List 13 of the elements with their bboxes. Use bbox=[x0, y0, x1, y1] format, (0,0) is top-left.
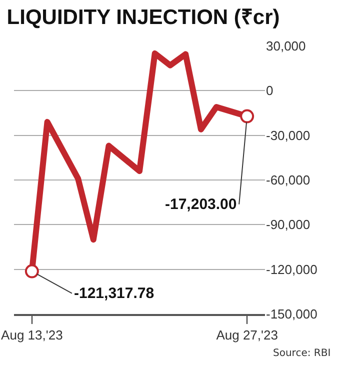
y-tick-label: -30,000 bbox=[266, 128, 310, 143]
annotation: -121,317.78 bbox=[74, 285, 154, 302]
y-tick-label: 30,000 bbox=[266, 38, 306, 54]
annotation: -17,203.00 bbox=[165, 196, 237, 213]
y-tick-label: -90,000 bbox=[266, 217, 310, 232]
y-tick-label: -120,000 bbox=[266, 262, 318, 277]
chart-title: LIQUIDITY INJECTION (₹cr) bbox=[6, 6, 280, 29]
y-tick-label: 0 bbox=[266, 83, 274, 98]
x-tick-label: Aug 27,'23 bbox=[216, 328, 278, 343]
y-tick-label: -60,000 bbox=[266, 172, 310, 188]
x-tick-label: Aug 13,'23 bbox=[1, 328, 63, 343]
source-note: Source: RBI bbox=[273, 348, 331, 359]
y-tick-label: -150,000 bbox=[266, 306, 318, 322]
